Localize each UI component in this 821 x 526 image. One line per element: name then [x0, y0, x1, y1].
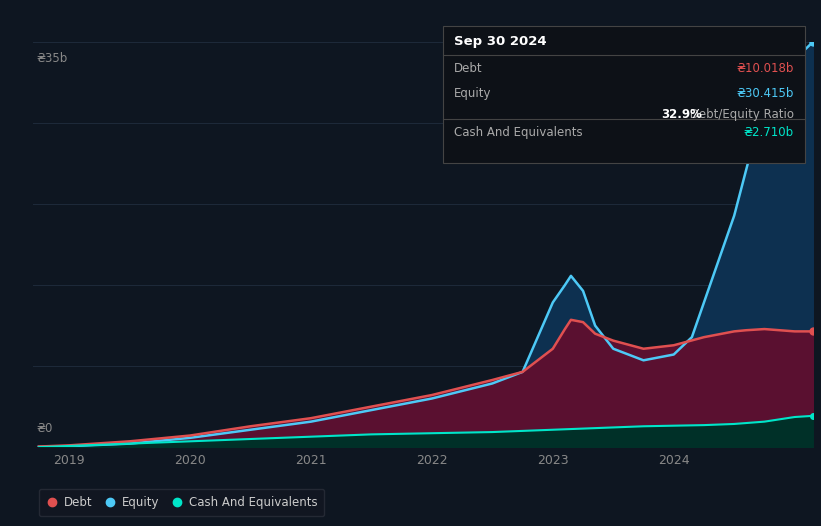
Text: ₴2.710b: ₴2.710b: [744, 126, 794, 139]
Text: ₴10.018b: ₴10.018b: [736, 62, 794, 75]
Text: Equity: Equity: [454, 87, 492, 100]
Text: ₴30.415b: ₴30.415b: [736, 87, 794, 100]
Text: Cash And Equivalents: Cash And Equivalents: [454, 126, 583, 139]
Text: Debt: Debt: [454, 62, 483, 75]
Text: 32.9%: 32.9%: [661, 108, 702, 121]
Text: Debt/Equity Ratio: Debt/Equity Ratio: [686, 108, 794, 121]
Text: ₴0: ₴0: [37, 422, 53, 435]
Legend: Debt, Equity, Cash And Equivalents: Debt, Equity, Cash And Equivalents: [39, 489, 324, 516]
Text: ₴35b: ₴35b: [37, 52, 68, 65]
Text: Sep 30 2024: Sep 30 2024: [454, 35, 547, 48]
